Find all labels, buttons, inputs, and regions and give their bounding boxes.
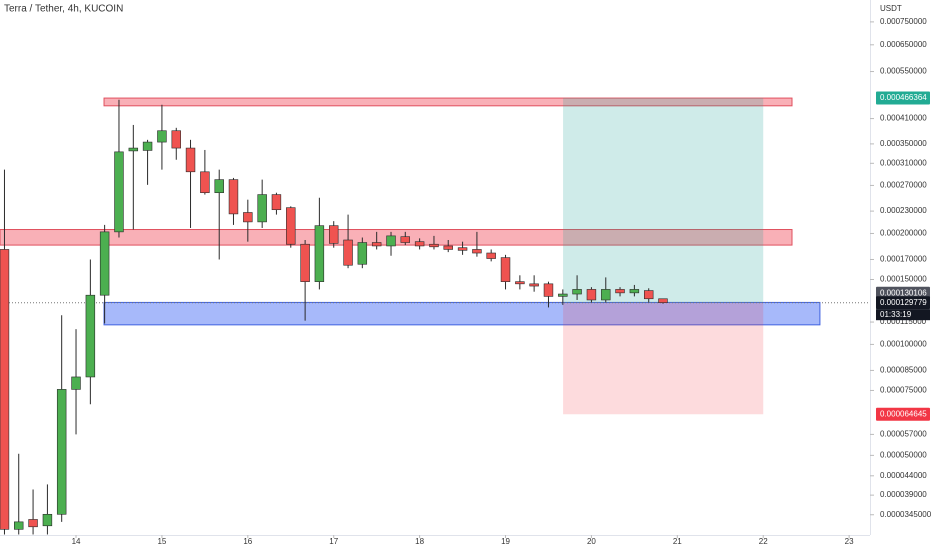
candle-body xyxy=(14,521,24,530)
candle-body xyxy=(271,194,282,211)
y-tick-label: 0.000550000 xyxy=(880,67,927,76)
y-tick-label: 0.000310000 xyxy=(880,158,927,167)
x-tick-label: 18 xyxy=(415,537,424,546)
candle-body xyxy=(586,289,597,301)
price-tag-label: 0.000064645 xyxy=(880,409,927,418)
y-tick-label: 0.000230000 xyxy=(880,206,927,215)
price-tag xyxy=(876,296,930,310)
candle-body xyxy=(558,293,568,297)
candle-body xyxy=(99,231,110,296)
candle-body xyxy=(56,389,67,515)
zone xyxy=(563,302,764,415)
candle-body xyxy=(343,239,353,266)
candle-body xyxy=(572,289,582,295)
candle-body xyxy=(314,225,325,282)
y-tick-label: 0.000270000 xyxy=(880,181,927,190)
x-tick-label: 15 xyxy=(157,537,166,546)
candle-body xyxy=(329,225,339,244)
candle-body xyxy=(386,235,396,247)
y-tick-label: 0.000100000 xyxy=(880,340,927,349)
candle-body xyxy=(257,194,267,223)
candle-body xyxy=(228,179,239,215)
y-tick-label: 0.000350000 xyxy=(880,139,927,148)
y-tick-label: 0.000057000 xyxy=(880,429,927,438)
candle-body xyxy=(0,249,10,530)
candle-body xyxy=(114,151,124,233)
candle-body xyxy=(457,247,468,251)
candle-body xyxy=(629,289,640,294)
x-tick-label: 14 xyxy=(72,537,81,546)
zone xyxy=(103,97,793,107)
candle-body xyxy=(157,130,167,143)
x-tick-label: 19 xyxy=(501,537,510,546)
candle-body xyxy=(42,513,53,527)
candle-body xyxy=(357,242,368,265)
candle-body xyxy=(243,212,253,223)
candle-body xyxy=(286,207,296,245)
x-tick-label: 21 xyxy=(673,537,682,546)
candle-body xyxy=(643,290,654,300)
y-unit: USDT xyxy=(880,4,902,13)
y-tick-label: 0.000200000 xyxy=(880,229,927,238)
candle-body xyxy=(486,252,496,259)
candle-body xyxy=(200,171,210,194)
candle-body xyxy=(601,289,611,301)
y-tick-label: 0.000115000 xyxy=(880,317,927,326)
price-tag xyxy=(876,91,930,105)
y-tick-label: 0.000075000 xyxy=(880,386,927,395)
candle-body xyxy=(529,283,539,287)
price-tag-label: 0.000130106 xyxy=(880,288,927,297)
candle-body xyxy=(658,298,668,303)
candle-body xyxy=(28,519,38,528)
candle-body xyxy=(171,130,181,149)
y-tick-label: 0.000039000 xyxy=(880,490,927,499)
candle-body xyxy=(71,376,81,390)
zone xyxy=(0,229,793,246)
countdown-label: 01:33:19 xyxy=(880,310,912,319)
candle-body xyxy=(85,294,96,378)
price-tag-label: 0.000466364 xyxy=(880,93,927,102)
countdown-tag xyxy=(876,309,930,321)
x-tick-label: 16 xyxy=(243,537,252,546)
candle-body xyxy=(615,289,625,294)
y-tick-label: 0.000085000 xyxy=(880,366,927,375)
price-tag-label: 0.000129779 xyxy=(880,298,927,307)
x-tick-label: 22 xyxy=(759,537,768,546)
y-tick-label: 0.000170000 xyxy=(880,255,927,264)
y-tick-label: 0.000044000 xyxy=(880,471,927,480)
price-tag xyxy=(876,407,930,421)
x-tick-label: 17 xyxy=(329,537,338,546)
candle-body xyxy=(185,147,196,173)
candle-body xyxy=(500,257,511,282)
candle-body xyxy=(543,283,554,297)
candle-body xyxy=(515,281,525,285)
candle-body xyxy=(128,147,139,152)
candle-body xyxy=(300,243,310,282)
candle-body xyxy=(400,236,410,243)
y-tick-label: 0.000150000 xyxy=(880,275,927,284)
zone xyxy=(103,301,821,326)
candle-body xyxy=(371,242,382,247)
zone xyxy=(563,97,764,303)
candle-body xyxy=(472,249,482,254)
y-tick-label: 0.000750000 xyxy=(880,17,927,26)
candle-body xyxy=(142,141,153,151)
candle-body xyxy=(214,179,224,194)
x-tick-label: 23 xyxy=(845,537,854,546)
candle-body xyxy=(414,241,425,247)
x-tick-label: 20 xyxy=(587,537,596,546)
y-tick-label: 0.000410000 xyxy=(880,114,927,123)
y-tick-label: 0.000650000 xyxy=(880,40,927,49)
chart-title: Terra / Tether, 4h, KUCOIN xyxy=(4,4,123,15)
candle-body xyxy=(429,243,439,248)
candle-body xyxy=(443,245,453,250)
y-tick-label: 0.0000345000 xyxy=(880,510,932,519)
y-tick-label: 0.000050000 xyxy=(880,450,927,459)
